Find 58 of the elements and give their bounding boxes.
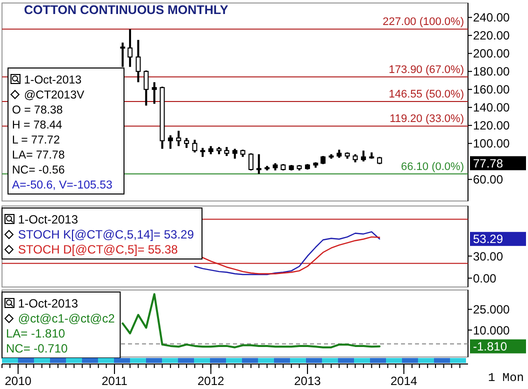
candlestick: [256, 153, 262, 175]
candlestick: [248, 152, 254, 172]
y-tick-label: 10.000: [473, 323, 510, 338]
x-tick-label: 2013: [294, 374, 322, 388]
line-series: [202, 236, 380, 274]
y-tick-label: 200.00: [473, 46, 510, 61]
text: 53.29: [473, 232, 504, 246]
x-tick-label: 2011: [102, 374, 128, 388]
candlestick: [232, 148, 238, 160]
y-tick-label: 240.00: [473, 10, 510, 25]
ref-line-label: 227.00 (100.0%): [382, 16, 464, 28]
candlestick: [136, 38, 141, 84]
y-tick-label: 25.000: [473, 302, 510, 317]
x-tick-label: 2010: [4, 374, 32, 388]
text: STOCH D[@CT@C,5]= 55.38: [18, 242, 178, 257]
y-tick-label: 30.00: [473, 249, 504, 264]
annotation: LA= -1.810: [6, 326, 66, 341]
ref-line-label: 146.55 (50.0%): [388, 88, 464, 101]
x-tick-label: 2014: [390, 374, 418, 388]
line-series: [194, 231, 380, 276]
series-label: @ct@c1-@ct@c2: [18, 312, 116, 326]
candlestick: [360, 150, 366, 162]
annotation: LA= 77.78: [12, 150, 65, 162]
ref-line-label: 173.90 (67.0%): [388, 64, 464, 76]
annotation: O = 78.38: [12, 104, 63, 117]
chart-title: COTTON CONTINUOUS MONTHLY: [24, 3, 229, 17]
candlestick: [192, 138, 198, 154]
line-series: [122, 293, 381, 348]
annotation: 1-Oct-2013: [18, 212, 78, 227]
candlestick: [168, 134, 173, 150]
candlestick: [176, 130, 182, 148]
ref-line-label: 119.20 (33.0%): [390, 113, 464, 126]
x-axis-title: 1 Mon: [488, 371, 524, 386]
annotation: NC= -0.710: [6, 342, 68, 356]
text: -1.810: [473, 340, 508, 354]
legend-label: @CT2013V: [24, 90, 85, 102]
candlestick: [128, 28, 133, 68]
x-tick-label: 2012: [197, 374, 225, 388]
candlestick: [152, 81, 157, 105]
text: STOCH K[@CT@C,5,14]= 53.29: [18, 228, 194, 242]
annotation: 1-Oct-2013: [24, 74, 82, 87]
ref-line-label: 66.10 (0.0%): [401, 160, 464, 173]
candlestick: [144, 70, 149, 107]
candlestick: [184, 137, 190, 149]
y-tick-label: 160.00: [473, 82, 510, 97]
y-tick-label: 100.00: [473, 136, 510, 151]
annotation: H = 78.44: [12, 120, 63, 132]
y-tick-label: 180.00: [473, 64, 510, 79]
annotation: L = 77.72: [12, 134, 60, 147]
y-tick-label: 60.00: [473, 172, 504, 187]
y-tick-label: 140.00: [473, 100, 510, 115]
annotation: NC= -0.56: [12, 164, 65, 177]
text: 77.78: [473, 156, 504, 170]
annotation: 1-Oct-2013: [18, 296, 78, 311]
annotation: A=-50.6, V=-105.53: [12, 180, 112, 192]
y-tick-label: 0.00: [473, 271, 497, 286]
y-tick-label: 220.00: [473, 28, 510, 43]
y-tick-label: 120.00: [473, 118, 510, 133]
